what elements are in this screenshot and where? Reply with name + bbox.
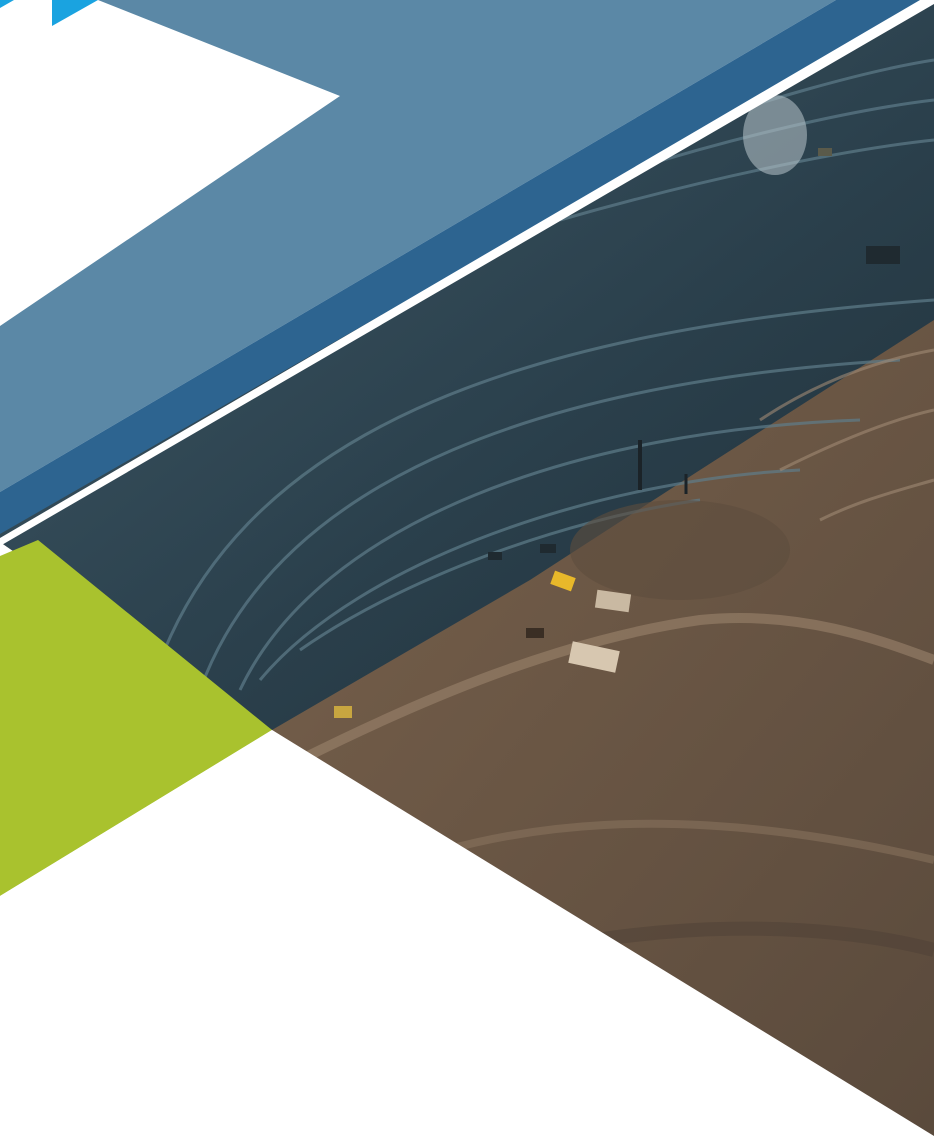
cyan-corner-small (0, 0, 14, 8)
lime-triangle (0, 540, 272, 896)
white-lower-area (0, 730, 934, 1136)
cyan-corner-shape (52, 0, 98, 26)
white-divider (0, 0, 934, 546)
